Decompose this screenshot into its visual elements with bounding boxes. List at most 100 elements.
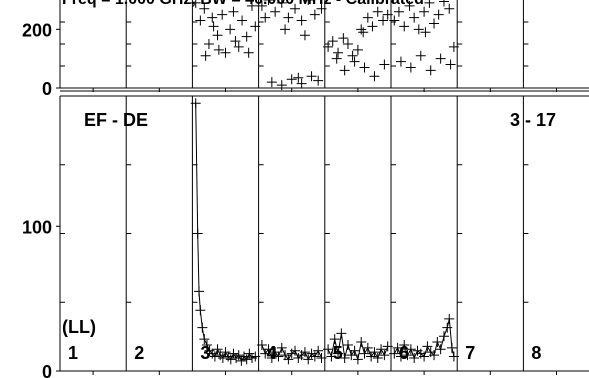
bottom-data-point [326, 351, 337, 362]
bottom-data-point [309, 351, 320, 362]
bottom-panel: 100 01 2 3 4 5 6 7 8 [22, 95, 589, 378]
bottom-data-point [432, 337, 443, 348]
bottom-data-point [399, 339, 410, 350]
label-ll: (LL) [62, 317, 96, 337]
bottom-data-point [395, 351, 406, 362]
bottom-data-point [448, 351, 459, 362]
top-data-point [241, 31, 252, 42]
top-data-point [409, 12, 420, 23]
top-ytick-label: 0 [42, 79, 52, 99]
bottom-data-point [276, 342, 287, 353]
top-data-point [399, 21, 410, 32]
top-data-point [263, 0, 274, 5]
top-data-point [256, 0, 267, 11]
bottom-data-point [342, 339, 353, 350]
top-data-point [280, 24, 291, 35]
top-data-point [316, 3, 327, 14]
top-data-point [433, 9, 444, 20]
bottom-data-point [372, 352, 383, 363]
top-data-point [382, 9, 393, 20]
label-right: 3 - 17 [510, 110, 556, 130]
top-data-point [352, 44, 363, 55]
header-text: Freq = 1.000 GHz, BW = 40.000 MHz - Cali… [62, 0, 424, 8]
bottom-data-point [273, 351, 284, 362]
top-data-point [404, 0, 415, 11]
label-left: EF - DE [84, 110, 148, 130]
bottom-data-point [446, 342, 457, 353]
bottom-data-point [220, 347, 231, 358]
bottom-data-point [316, 352, 327, 363]
bottom-data-point [442, 322, 453, 333]
top-data-point [246, 0, 257, 11]
bottom-data-point [389, 348, 400, 359]
bottom-data-point [438, 331, 449, 342]
bottom-data-point [392, 342, 403, 353]
top-data-point [359, 62, 370, 73]
bottom-data-point [323, 344, 334, 355]
top-data-point [293, 72, 304, 83]
top-data-point [367, 21, 378, 32]
top-data-point [217, 9, 228, 20]
top-data-point [190, 0, 201, 8]
top-ytick-label: 200 [22, 20, 52, 40]
bottom-data-point [209, 351, 220, 362]
segment-label: 1 [68, 343, 78, 363]
bottom-data-point [241, 354, 252, 365]
segment-label: 5 [333, 343, 343, 363]
bottom-data-point [369, 347, 380, 358]
top-data-point [393, 6, 404, 17]
top-data-point [306, 71, 317, 82]
top-data-point [356, 24, 367, 35]
bottom-series-line [195, 103, 256, 362]
top-data-point [349, 56, 360, 67]
bottom-data-point [201, 339, 212, 350]
top-data-point [309, 9, 320, 20]
top-data-point [270, 6, 281, 17]
bottom-data-point [250, 351, 261, 362]
bottom-data-point [339, 352, 350, 363]
top-data-point [299, 30, 310, 41]
top-data-point [339, 65, 350, 76]
segment-label: 4 [267, 343, 277, 363]
bottom-data-point [429, 350, 440, 361]
top-data-point [379, 59, 390, 70]
bottom-data-point [352, 354, 363, 365]
top-data-point [420, 27, 431, 38]
top-data-point [303, 0, 314, 5]
bottom-data-point [349, 345, 360, 356]
bottom-data-point [197, 322, 208, 333]
bottom-ytick-label: 100 [22, 217, 52, 237]
top-data-point [347, 50, 358, 61]
top-data-point [276, 0, 287, 8]
bottom-data-point [382, 341, 393, 352]
top-data-point [228, 6, 239, 17]
bottom-data-point [444, 313, 455, 324]
top-data-point [237, 15, 248, 26]
top-data-point [424, 0, 435, 8]
bottom-data-point [362, 342, 373, 353]
top-data-point [230, 36, 241, 47]
top-data-point [313, 75, 324, 86]
top-data-point [200, 50, 211, 61]
bottom-data-point [199, 334, 210, 345]
top-data-point [378, 15, 389, 26]
top-data-point [233, 41, 244, 52]
top-data-point [296, 15, 307, 26]
segment-label: 2 [134, 343, 144, 363]
bottom-data-point [233, 350, 244, 361]
top-data-point [362, 12, 373, 23]
top-data-point [208, 21, 219, 32]
panel-labels: EF - DE 3 - 17 (LL) [62, 110, 556, 337]
top-data-point [207, 12, 218, 23]
top-data-point [276, 80, 287, 91]
top-data-point [425, 65, 436, 76]
top-data-point [243, 47, 254, 58]
bottom-data-point [263, 344, 274, 355]
bottom-data-point [303, 354, 314, 365]
bottom-data-point [405, 344, 416, 355]
segment-label: 7 [465, 343, 475, 363]
segment-label: 8 [531, 343, 541, 363]
top-data-point [435, 53, 446, 64]
